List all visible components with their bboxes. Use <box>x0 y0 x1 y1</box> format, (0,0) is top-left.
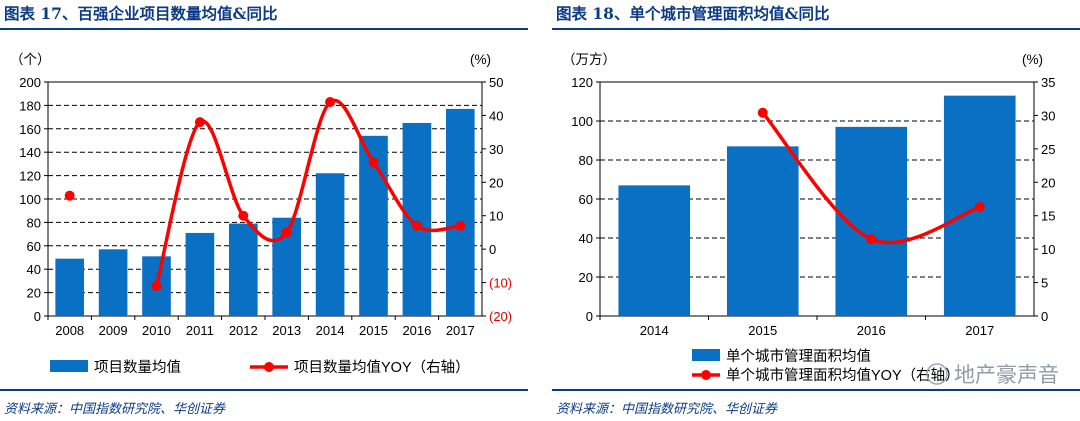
y-tick-label-left: 20 <box>27 286 41 301</box>
legend-bar-label: 项目数量均值 <box>94 359 181 376</box>
x-tick-label: 2009 <box>99 323 128 338</box>
y-tick-label-left: 160 <box>19 122 41 137</box>
yoy-point <box>325 97 336 108</box>
managed-area-chart: 0 20 40 60 80 100 120 0 5 10 15 20 25 30 35 （万方） (%) 2014… <box>562 52 1059 387</box>
bar <box>402 122 432 316</box>
watermark-text: 地产豪声音 <box>954 364 1059 387</box>
y-tick-label-left: 60 <box>27 239 41 254</box>
y-tick-label-left: 180 <box>19 98 41 113</box>
x-tick-label: 2015 <box>359 323 388 338</box>
y-tick-label-right: (20) <box>489 309 512 324</box>
source-rule <box>552 389 1080 391</box>
source-note: 资料来源：中国指数研究院、华创证券 <box>556 402 778 417</box>
y-tick-label-right: 0 <box>489 242 496 257</box>
x-tick-label: 2015 <box>748 323 777 338</box>
bar <box>618 185 691 316</box>
legend-line-marker <box>701 370 711 380</box>
right-axis-unit: (%) <box>1022 52 1043 67</box>
y-tick-label-left: 20 <box>579 270 593 285</box>
y-tick-label-right: 25 <box>1041 142 1055 157</box>
x-tick-label: 2008 <box>55 323 84 338</box>
bar <box>726 146 799 316</box>
legend-bar-swatch <box>50 360 88 372</box>
y-tick-label-right: 20 <box>489 175 503 190</box>
y-tick-label-left: 80 <box>579 153 593 168</box>
y-tick-label-right: 50 <box>489 75 503 90</box>
y-tick-label-left: 100 <box>571 114 593 129</box>
right-axis-unit: (%) <box>470 52 491 67</box>
y-tick-label-left: 60 <box>579 192 593 207</box>
y-tick-label-right: 10 <box>489 209 503 224</box>
x-tick-label: 2014 <box>316 323 345 338</box>
x-tick-label: 2014 <box>640 323 669 338</box>
yoy-point <box>151 280 162 291</box>
y-tick-label-left: 40 <box>579 231 593 246</box>
y-tick-label-left: 80 <box>27 215 41 230</box>
y-tick-label-left: 100 <box>19 192 41 207</box>
title-rule <box>0 28 528 30</box>
y-tick-label-left: 200 <box>19 75 41 90</box>
yoy-point <box>238 210 249 221</box>
yoy-point <box>455 220 466 231</box>
y-tick-label-right: 40 <box>489 108 503 123</box>
x-tick-label: 2016 <box>402 323 431 338</box>
legend-line-label: 项目数量均值YOY（右轴） <box>294 359 470 376</box>
y-tick-label-left: 0 <box>34 309 41 324</box>
legend-line-label: 单个城市管理面积均值YOY（右轴） <box>726 367 960 384</box>
yoy-point <box>866 234 877 245</box>
yoy-point <box>974 202 985 213</box>
y-tick-label-right: 15 <box>1041 209 1055 224</box>
yoy-point <box>64 190 75 201</box>
yoy-point <box>194 117 205 128</box>
y-tick-label-right: 20 <box>1041 175 1055 190</box>
chart-panel-left: 图表 17、百强企业项目数量均值&同比 0 20 40 60 80 100 120 140 16… <box>0 0 528 421</box>
chart-panel-right: 图表 18、单个城市管理面积均值&同比 0 20 40 60 80 100 120 0 5 10 1… <box>552 0 1080 421</box>
x-tick-label: 2012 <box>229 323 258 338</box>
y-tick-label-right: 30 <box>1041 108 1055 123</box>
bar <box>185 232 215 316</box>
source-note: 资料来源：中国指数研究院、华创证券 <box>4 402 226 417</box>
chart-title: 图表 17、百强企业项目数量均值&同比 <box>4 4 278 23</box>
x-tick-label: 2010 <box>142 323 171 338</box>
y-tick-label-right: 0 <box>1041 309 1048 324</box>
source-rule <box>0 389 528 391</box>
left-axis-unit: （个） <box>10 52 51 67</box>
y-tick-label-right: (10) <box>489 276 512 291</box>
y-tick-label-right: 35 <box>1041 75 1055 90</box>
x-tick-label: 2017 <box>446 323 475 338</box>
bar <box>98 249 128 316</box>
y-tick-label-left: 120 <box>571 75 593 90</box>
yoy-point <box>281 227 292 238</box>
yoy-point <box>368 157 379 168</box>
yoy-point <box>757 107 768 118</box>
legend-bar-swatch <box>692 349 720 361</box>
x-tick-label: 2011 <box>186 323 214 338</box>
watermark-logo-icon <box>926 363 948 385</box>
bar <box>445 108 475 316</box>
bar <box>228 223 258 316</box>
x-tick-label: 2016 <box>857 323 886 338</box>
y-tick-label-right: 5 <box>1041 276 1048 291</box>
y-tick-label-left: 140 <box>19 145 41 160</box>
title-rule <box>552 28 1080 30</box>
bar <box>315 173 345 316</box>
left-axis-unit: （万方） <box>562 52 616 67</box>
chart-title: 图表 18、单个城市管理面积均值&同比 <box>556 4 830 23</box>
x-tick-label: 2013 <box>272 323 301 338</box>
yoy-point <box>411 220 422 231</box>
y-tick-label-right: 10 <box>1041 242 1055 257</box>
project-count-chart: 0 20 40 60 80 100 120 140 160 180 200 (20) (10) 0 10 20… <box>10 52 512 376</box>
y-tick-label-left: 0 <box>586 309 593 324</box>
x-tick-label: 2017 <box>965 323 994 338</box>
y-tick-label-left: 120 <box>19 169 41 184</box>
bar <box>55 258 85 316</box>
legend-line-marker <box>264 362 274 372</box>
y-tick-label-left: 40 <box>27 262 41 277</box>
y-tick-label-right: 30 <box>489 142 503 157</box>
legend-bar-label: 单个城市管理面积均值 <box>726 348 871 365</box>
